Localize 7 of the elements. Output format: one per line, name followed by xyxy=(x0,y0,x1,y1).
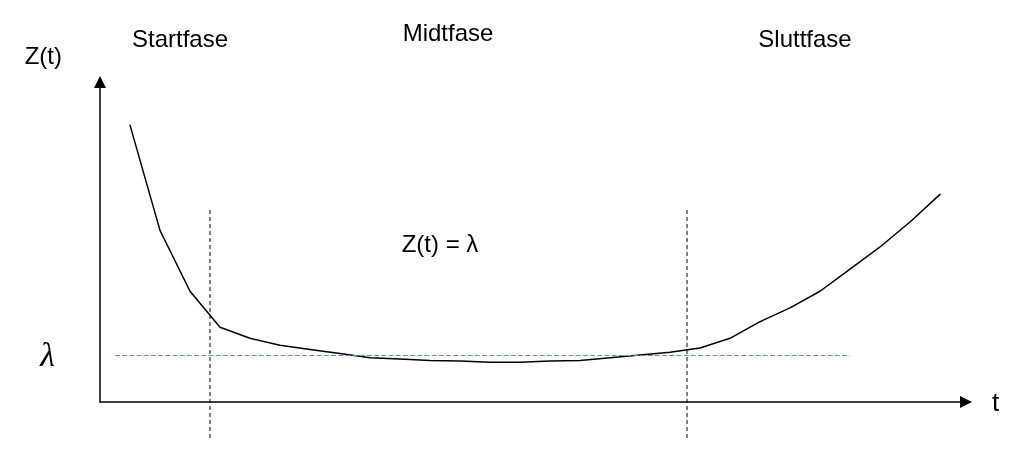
text: Sluttfase xyxy=(758,24,852,52)
ref-line-label: λ xyxy=(39,336,55,374)
annotation: Z(t) = λ xyxy=(401,229,479,257)
y-axis-title: Z(t) xyxy=(24,41,62,69)
x-axis-title: t xyxy=(992,387,1000,417)
text: Midtfase xyxy=(402,18,494,46)
text: Startfase xyxy=(131,24,229,52)
